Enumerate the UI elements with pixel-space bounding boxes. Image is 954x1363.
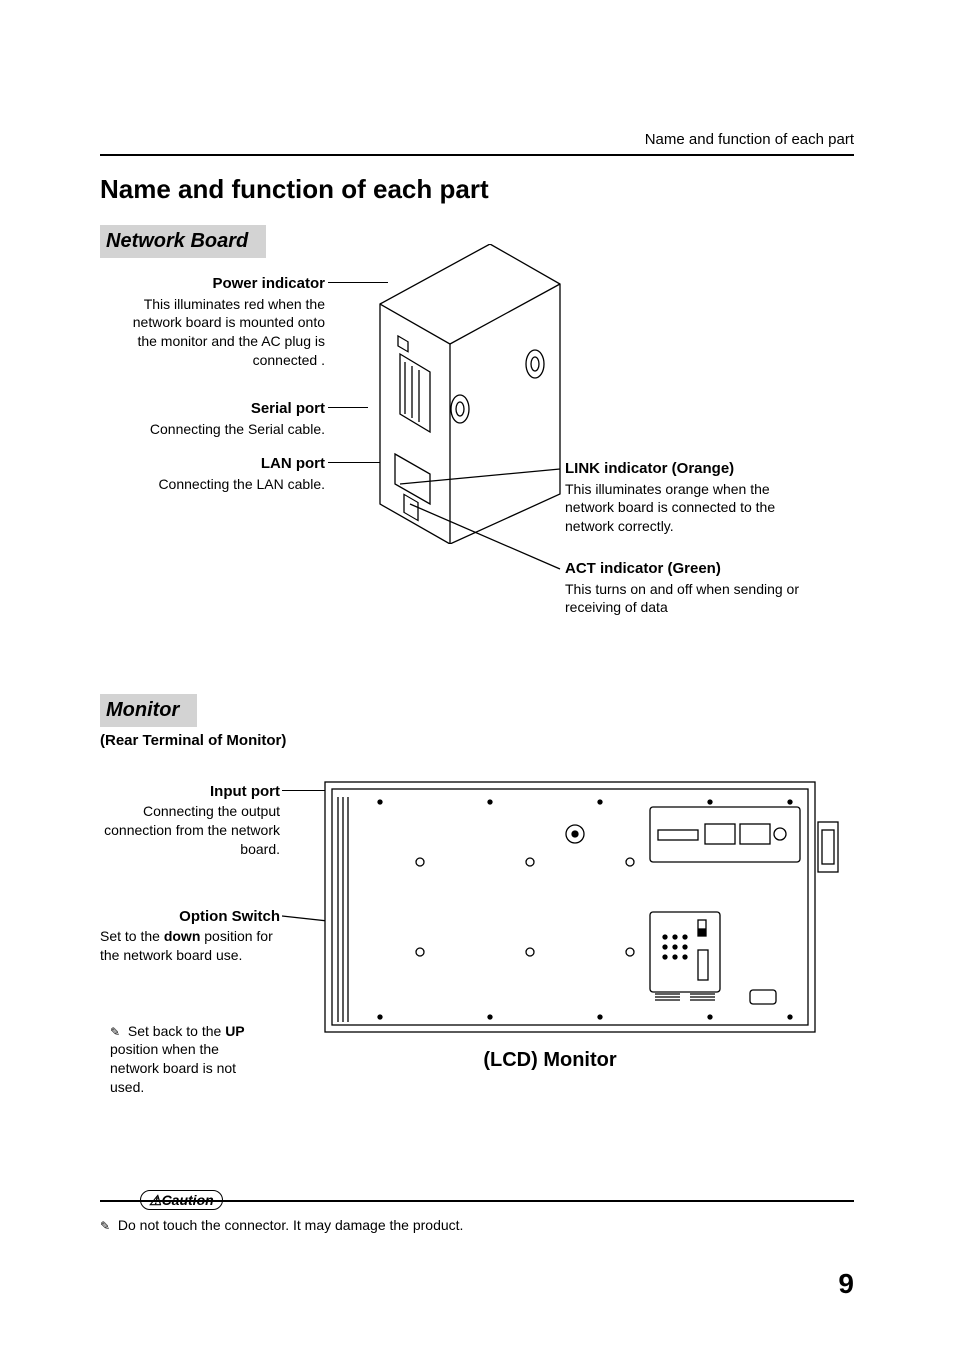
monitor-caption: (LCD) Monitor — [420, 1047, 680, 1074]
link-indicator-label: LINK indicator (Orange) This illuminates… — [565, 459, 805, 536]
input-port-title: Input port — [80, 782, 280, 802]
link-indicator-title: LINK indicator (Orange) — [565, 459, 805, 479]
caution-text-line: ✎ Do not touch the connector. It may dam… — [100, 1216, 854, 1235]
serial-port-desc: Connecting the Serial cable. — [110, 420, 325, 439]
warning-icon: ⚠ — [149, 1192, 162, 1208]
option-switch-desc-bold: down — [164, 928, 201, 944]
pencil-icon: ✎ — [100, 1218, 114, 1234]
act-indicator-desc: This turns on and off when sending or re… — [565, 580, 805, 618]
lan-port-label: LAN port Connecting the LAN cable. — [110, 454, 325, 493]
monitor-note-pre: Set back to the — [128, 1023, 225, 1039]
power-indicator-desc: This illuminates red when the network bo… — [110, 295, 325, 371]
link-indicator-desc: This illuminates orange when the network… — [565, 480, 805, 537]
caution-text: Do not touch the connector. It may damag… — [118, 1217, 464, 1233]
input-port-label: Input port Connecting the output connect… — [80, 782, 280, 859]
network-board-heading: Network Board — [100, 225, 266, 258]
network-board-diagram — [360, 244, 570, 544]
option-switch-title: Option Switch — [80, 907, 280, 927]
option-switch-desc-pre: Set to the — [100, 928, 164, 944]
serial-port-label: Serial port Connecting the Serial cable. — [110, 399, 325, 438]
monitor-section: Input port Connecting the output connect… — [100, 772, 854, 1142]
power-indicator-title: Power indicator — [110, 274, 325, 294]
monitor-note-post: position when the network board is not u… — [110, 1041, 236, 1095]
serial-port-title: Serial port — [110, 399, 325, 419]
option-switch-desc: Set to the down position for the network… — [80, 927, 280, 965]
lan-port-desc: Connecting the LAN cable. — [110, 475, 325, 494]
page-number: 9 — [100, 1265, 854, 1303]
power-indicator-label: Power indicator This illuminates red whe… — [110, 274, 325, 370]
act-indicator-title: ACT indicator (Green) — [565, 559, 805, 579]
monitor-note-bold: UP — [225, 1023, 244, 1039]
pencil-icon: ✎ — [110, 1024, 124, 1040]
input-port-desc: Connecting the output connection from th… — [80, 802, 280, 859]
act-indicator-label: ACT indicator (Green) This turns on and … — [565, 559, 805, 617]
caution-label: Caution — [162, 1192, 214, 1208]
page-title: Name and function of each part — [100, 172, 854, 207]
monitor-subheading: (Rear Terminal of Monitor) — [100, 731, 854, 751]
monitor-note: ✎ Set back to the UP position when the n… — [110, 1022, 270, 1098]
running-header: Name and function of each part — [100, 130, 854, 150]
top-rule — [100, 154, 854, 156]
caution-box: ⚠Caution — [140, 1190, 223, 1211]
monitor-heading: Monitor — [100, 694, 197, 727]
monitor-diagram — [320, 772, 840, 1042]
option-switch-label: Option Switch Set to the down position f… — [80, 907, 280, 965]
lan-port-title: LAN port — [110, 454, 325, 474]
network-board-section: Power indicator This illuminates red whe… — [100, 264, 854, 664]
